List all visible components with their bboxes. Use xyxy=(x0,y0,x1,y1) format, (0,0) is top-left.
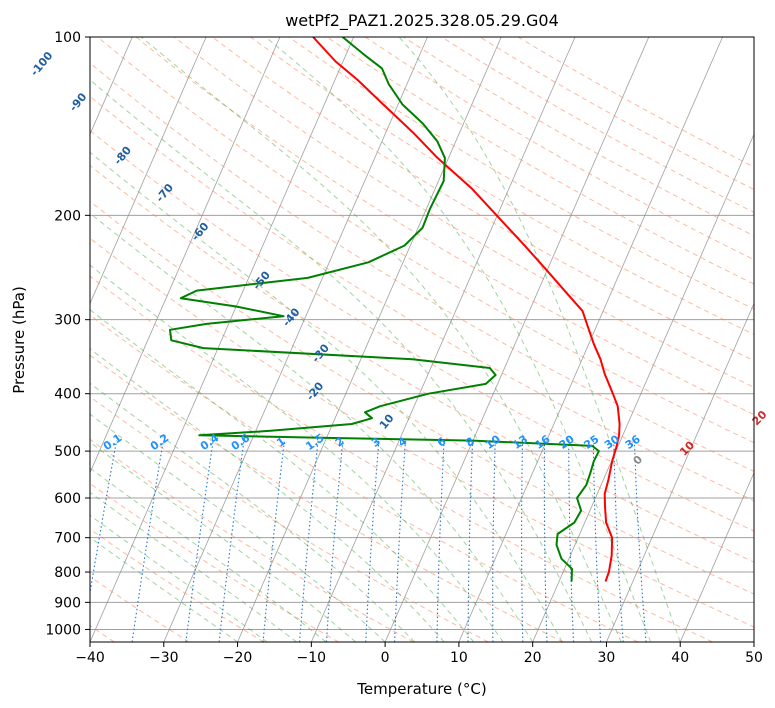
moist-adiabat-line xyxy=(90,212,534,642)
x-tick-label: 20 xyxy=(524,650,542,666)
dry-adiabat-line xyxy=(90,237,754,628)
x-tick-label: −40 xyxy=(75,650,105,666)
dry-adiabat-line xyxy=(97,37,754,444)
moist-adiabat-line xyxy=(90,413,386,642)
mixing-ratio-line xyxy=(467,440,474,642)
x-tick-label: −20 xyxy=(223,650,253,666)
moist-adiabat-line xyxy=(90,536,238,642)
moist-adiabat-line xyxy=(90,309,474,642)
plot-frame xyxy=(89,36,755,643)
dry-adiabat-line xyxy=(212,37,754,362)
plot-background xyxy=(90,37,754,642)
dewpoint-profile-line xyxy=(169,37,600,582)
x-axis-label: Temperature (°C) xyxy=(356,680,486,698)
dry-adiabat-line xyxy=(135,37,754,416)
dry-adiabat-line xyxy=(173,37,754,388)
temperature-profile-line xyxy=(312,37,621,582)
y-tick-label: 500 xyxy=(54,444,81,460)
moist-adiabat-label: -100 xyxy=(28,49,56,79)
mixing-ratio-line xyxy=(521,440,524,642)
dry-adiabat-line xyxy=(90,129,754,532)
x-tick-label: 50 xyxy=(745,650,763,666)
isotherm-line xyxy=(606,302,754,642)
isotherm-line xyxy=(237,37,502,642)
y-tick-label: 800 xyxy=(54,565,81,581)
mixing-ratio-line xyxy=(592,440,602,642)
isotherm-line xyxy=(163,37,428,642)
y-axis-label: Pressure (hPa) xyxy=(10,286,28,394)
dry-adiabat-line xyxy=(441,37,754,213)
mixing-ratio-line xyxy=(492,440,496,642)
moist-adiabat-label: -90 xyxy=(67,90,90,114)
mixing-ratio-line xyxy=(613,440,624,642)
x-tick-label: 30 xyxy=(598,650,616,666)
dry-adiabat-line xyxy=(90,314,639,642)
mixing-ratio-line xyxy=(185,440,214,642)
y-tick-label: 300 xyxy=(54,313,81,329)
dry-adiabat-line xyxy=(90,95,754,502)
mixing-ratio-line xyxy=(299,440,319,642)
mixing-ratio-line xyxy=(543,440,548,642)
isotherm-line xyxy=(458,37,723,642)
x-tick-label: −10 xyxy=(297,650,327,666)
chart-title: wetPf2_PAZ1.2025.328.05.29.G04 xyxy=(285,11,559,31)
mixing-ratio-line xyxy=(568,440,575,642)
x-tick-label: 0 xyxy=(381,650,390,666)
moist-adiabat-line xyxy=(140,37,622,642)
y-tick-label: 700 xyxy=(54,531,81,547)
moist-adiabat-line xyxy=(265,37,652,642)
mixing-ratio-line xyxy=(218,440,245,642)
dry-adiabat-line xyxy=(90,438,414,642)
mixing-ratio-line xyxy=(394,440,406,642)
moist-adiabat-line xyxy=(90,441,356,642)
y-tick-label: 600 xyxy=(54,491,81,507)
dry-adiabat-line xyxy=(90,62,754,472)
isotherm-line xyxy=(90,37,355,642)
x-tick-label: 10 xyxy=(450,650,468,666)
axis-layer: −40 −30 −20 −10 0 10 20 30 40 50 100 200 300 400 500 60… xyxy=(45,30,763,666)
y-tick-label: 100 xyxy=(54,30,81,46)
y-tick-label: 200 xyxy=(54,208,81,224)
mixing-ratio-line xyxy=(90,440,118,596)
moist-adiabat-line xyxy=(90,348,445,642)
y-tick-label: 1000 xyxy=(45,622,81,638)
dry-adiabat-line xyxy=(364,37,754,261)
dry-adiabat-line xyxy=(90,275,713,642)
isotherm-line xyxy=(90,37,281,474)
series-layer xyxy=(169,37,621,582)
isotherm-line xyxy=(384,37,650,642)
dry-adiabat-line xyxy=(479,37,754,191)
moist-adiabat-line xyxy=(90,151,563,642)
mixing-ratio-line xyxy=(633,440,647,642)
grid-layer xyxy=(0,37,754,642)
isotherm-line xyxy=(532,133,754,642)
x-tick-label: 40 xyxy=(671,650,689,666)
isotherm-line xyxy=(0,37,59,642)
mixing-ratio-line xyxy=(436,440,445,642)
x-tick-label: −30 xyxy=(149,650,179,666)
moist-adiabat-line xyxy=(398,37,681,642)
mixing-ratio-line xyxy=(365,440,380,642)
mixing-ratio-line xyxy=(262,440,285,642)
moist-adiabat-line xyxy=(90,79,593,642)
isotherm-line xyxy=(90,37,207,305)
dry-adiabat-line xyxy=(90,482,339,642)
y-tick-label: 900 xyxy=(54,595,81,611)
isotherm-line xyxy=(679,471,754,642)
mixing-ratio-line xyxy=(325,440,344,642)
isotherm-line xyxy=(753,640,754,642)
y-tick-label: 400 xyxy=(54,387,81,403)
moist-adiabat-line xyxy=(90,467,327,642)
dry-adiabat-line xyxy=(326,37,754,285)
mixing-ratio-line xyxy=(131,440,164,642)
